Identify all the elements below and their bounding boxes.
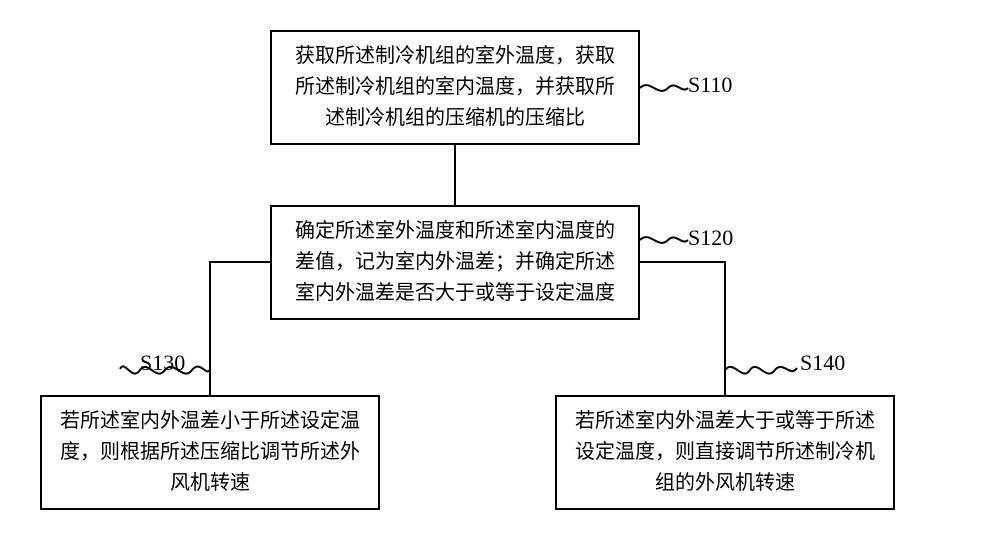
- step-label-s110: S110: [688, 72, 732, 98]
- flow-node-s110: 获取所述制冷机组的室外温度，获取所述制冷机组的室内温度，并获取所述制冷机组的压缩…: [270, 30, 640, 145]
- flow-node-s140: 若所述室内外温差大于或等于所述设定温度，则直接调节所述制冷机组的外风机转速: [555, 395, 895, 510]
- step-label-s120: S120: [688, 225, 733, 251]
- connector-s120-s140: [640, 262, 725, 395]
- squiggle-s140: [725, 367, 797, 374]
- flow-node-s110-text: 获取所述制冷机组的室外温度，获取所述制冷机组的室内温度，并获取所述制冷机组的压缩…: [286, 41, 624, 134]
- squiggle-s110: [640, 85, 688, 91]
- flow-node-s140-text: 若所述室内外温差大于或等于所述设定温度，则直接调节所述制冷机组的外风机转速: [571, 406, 879, 499]
- flow-node-s130: 若所述室内外温差小于所述设定温度，则根据所述压缩比调节所述外风机转速: [40, 395, 380, 510]
- flow-node-s130-text: 若所述室内外温差小于所述设定温度，则根据所述压缩比调节所述外风机转速: [56, 406, 364, 499]
- connector-s120-s130: [210, 262, 270, 395]
- squiggle-s120: [640, 237, 688, 243]
- flow-node-s120: 确定所述室外温度和所述室内温度的差值，记为室内外温差；并确定所述室内外温差是否大…: [270, 205, 640, 320]
- step-label-s140: S140: [800, 350, 845, 376]
- flow-node-s120-text: 确定所述室外温度和所述室内温度的差值，记为室内外温差；并确定所述室内外温差是否大…: [286, 216, 624, 309]
- step-label-s130: S130: [140, 350, 185, 376]
